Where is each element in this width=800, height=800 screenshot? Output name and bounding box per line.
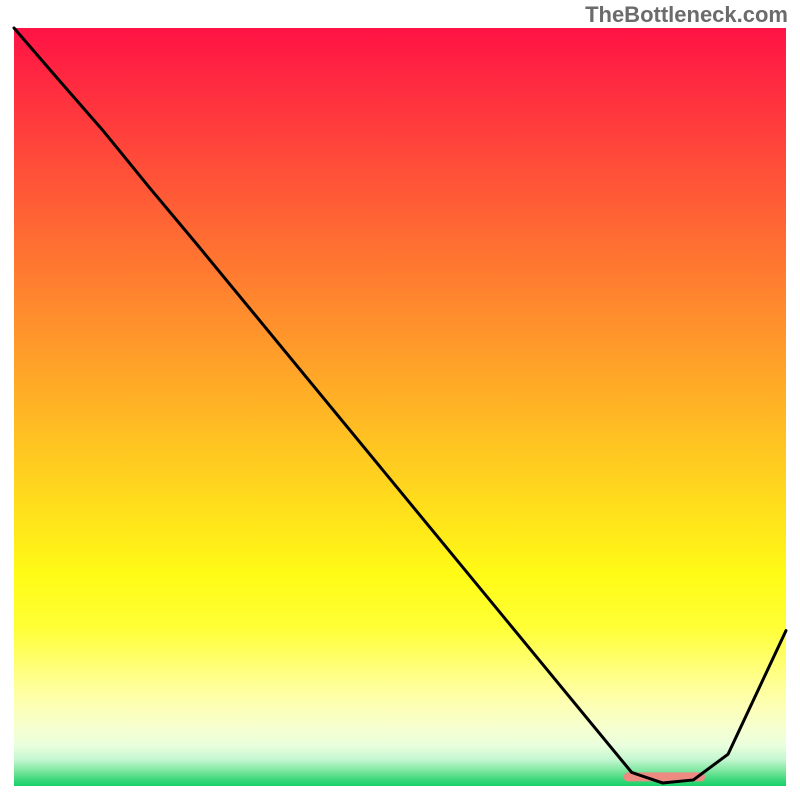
bottleneck-chart: TheBottleneck.com xyxy=(0,0,800,800)
gradient-background xyxy=(14,28,786,786)
attribution-text: TheBottleneck.com xyxy=(585,2,788,27)
chart-stage: TheBottleneck.com xyxy=(0,0,800,800)
